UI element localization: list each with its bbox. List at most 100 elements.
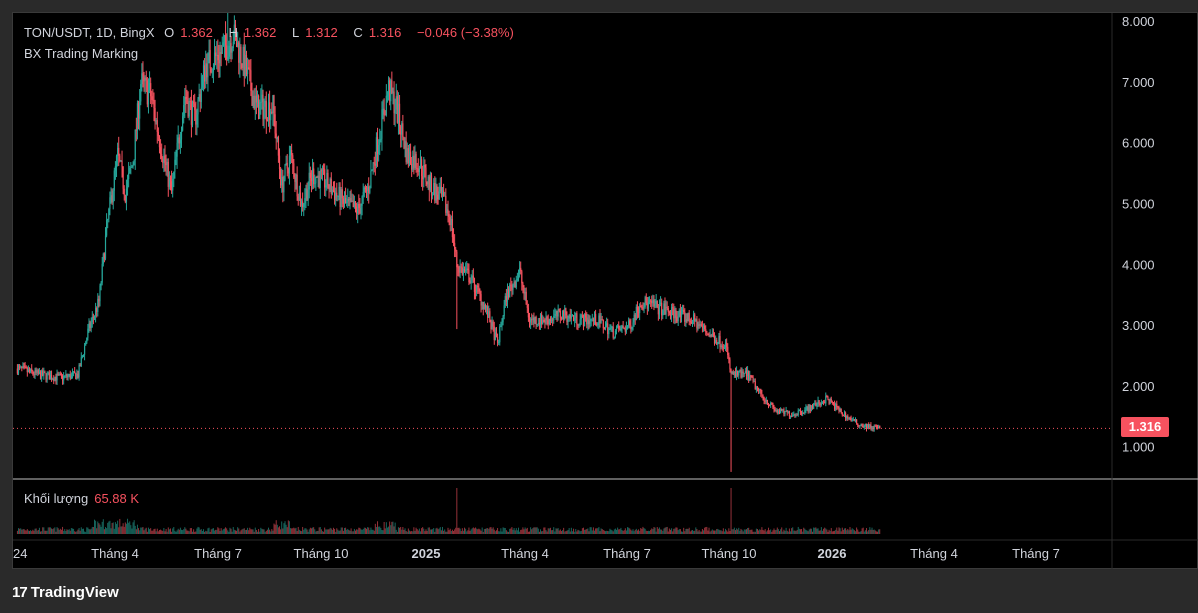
candle-body — [74, 371, 76, 374]
volume-bar — [444, 529, 446, 534]
volume-bar — [716, 529, 718, 534]
volume-bar — [249, 527, 251, 534]
candle-body — [811, 405, 814, 409]
volume-bar — [114, 522, 116, 534]
volume-bar — [534, 527, 536, 534]
volume-bar — [51, 528, 53, 534]
volume-bar — [406, 531, 408, 534]
indicator-label[interactable]: BX Trading Marking — [24, 46, 139, 61]
candle-body — [362, 191, 364, 197]
candle-body — [802, 412, 804, 415]
volume-bar — [879, 529, 881, 534]
candle-body — [289, 149, 292, 156]
candle-body — [637, 312, 640, 314]
symbol-pair[interactable]: TON/USDT, 1D, BingX — [24, 25, 155, 40]
candle-body — [321, 168, 324, 171]
volume-bar — [777, 529, 779, 534]
volume-bar — [177, 528, 179, 534]
volume-bar — [471, 528, 473, 534]
volume-bar — [210, 529, 212, 534]
volume-bar — [647, 530, 649, 534]
volume-bar — [287, 520, 289, 534]
volume-bar — [290, 528, 292, 534]
volume-bar — [729, 531, 731, 534]
candle-body — [843, 413, 846, 415]
volume-bar — [262, 529, 264, 534]
candle-body — [695, 319, 697, 322]
volume-bar — [236, 530, 238, 534]
volume-bar — [662, 530, 664, 534]
candle-body — [825, 396, 827, 404]
volume-bar — [401, 529, 403, 534]
volume-bar — [151, 530, 153, 534]
candle-body — [771, 402, 773, 404]
candle-body — [738, 370, 740, 376]
volume-bar — [375, 526, 377, 534]
candle-body — [824, 402, 826, 404]
volume-bar — [780, 529, 782, 534]
candle-body — [868, 424, 870, 428]
volume-bar — [371, 529, 373, 534]
candle-body — [386, 95, 389, 97]
candle-body — [415, 154, 417, 168]
chart-canvas[interactable]: 8.0007.0006.0005.0004.0003.0002.0001.000… — [13, 13, 1198, 570]
volume-bar — [520, 529, 522, 534]
candle-body — [152, 99, 154, 101]
candle-body — [849, 417, 851, 419]
candle-body — [443, 190, 445, 196]
volume-bar — [98, 523, 100, 534]
volume-bar — [658, 527, 660, 534]
candle-body — [99, 285, 101, 302]
volume-bar — [27, 530, 29, 534]
candle-body — [142, 73, 144, 77]
candle-body — [81, 355, 83, 358]
candle-body — [16, 368, 19, 374]
candle-body — [621, 325, 623, 327]
volume-label[interactable]: Khối lượng — [24, 491, 89, 506]
volume-bar — [279, 526, 281, 534]
volume-bar — [125, 523, 127, 534]
volume-bar — [871, 527, 873, 534]
volume-bar — [440, 530, 442, 534]
candle-body — [646, 303, 648, 309]
candle-body — [860, 423, 862, 426]
volume-bar — [158, 530, 160, 534]
candle-body — [687, 312, 689, 322]
volume-bar — [26, 529, 28, 534]
volume-bar — [422, 527, 424, 534]
candle-body — [467, 268, 469, 271]
tradingview-footer[interactable]: 17 TradingView — [12, 581, 119, 603]
candle-body — [713, 336, 716, 344]
price-tick-label: 1.000 — [1122, 440, 1155, 455]
candle-body — [37, 370, 39, 374]
volume-bar — [408, 530, 410, 534]
candle-body — [523, 287, 525, 294]
candle-body — [491, 321, 493, 329]
candle-body — [158, 135, 161, 148]
chart-frame[interactable]: 8.000 7.000 6.000 5.000 4.000 3.000 2.000 1.000… — [12, 12, 1198, 570]
candle-body — [50, 374, 53, 380]
volume-bar — [802, 531, 804, 534]
candle-body — [166, 161, 168, 166]
candle-body — [240, 46, 242, 64]
candle-body — [745, 371, 748, 377]
volume-bar — [863, 531, 865, 534]
volume-bar — [693, 530, 695, 534]
volume-bar — [92, 527, 94, 534]
volume-bar — [330, 528, 332, 534]
candle-body — [799, 410, 802, 413]
volume-bar — [343, 527, 345, 534]
candle-body — [466, 268, 468, 270]
candle-body — [548, 318, 550, 325]
volume-bar — [324, 527, 326, 534]
candle-body — [600, 318, 602, 323]
volume-bar — [738, 527, 740, 534]
volume-bar — [638, 529, 640, 534]
candle-body — [603, 328, 606, 330]
candle-body — [94, 307, 97, 316]
volume-bar — [630, 529, 632, 534]
candle-body — [255, 95, 257, 103]
candle-body — [698, 324, 700, 326]
candle-body — [308, 172, 310, 190]
volume-bar — [105, 527, 107, 534]
